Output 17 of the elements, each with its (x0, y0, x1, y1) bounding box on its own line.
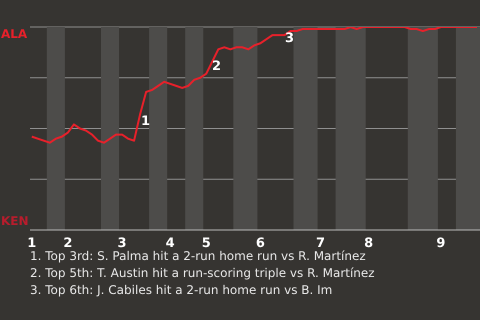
x-tick-label: 7 (316, 236, 326, 252)
annotation: 3 (285, 31, 294, 47)
x-tick-label: 2 (63, 236, 72, 252)
text: 3. Top 6th: J. Cabiles hit a 2-run home run vs B. Im (30, 282, 334, 299)
x-tick-label: 5 (202, 236, 211, 252)
x-tick-label: 4 (166, 236, 175, 252)
text: KEN (1, 213, 29, 229)
text: 2. Top 5th: T. Austin hit a run-scoring triple vs R. Martínez (30, 265, 376, 282)
annotation: 1 (141, 114, 150, 130)
x-tick-label: 9 (436, 236, 446, 252)
x-tick-label: 6 (256, 236, 265, 252)
x-tick-label: 1 (27, 236, 36, 252)
text: 1. Top 3rd: S. Palma hit a 2-run home run vs R. Martínez (30, 249, 366, 263)
x-tick-label: 8 (364, 236, 374, 252)
x-tick-label: 3 (118, 236, 127, 252)
text: ALA (1, 26, 28, 42)
annotation: 2 (212, 59, 222, 75)
